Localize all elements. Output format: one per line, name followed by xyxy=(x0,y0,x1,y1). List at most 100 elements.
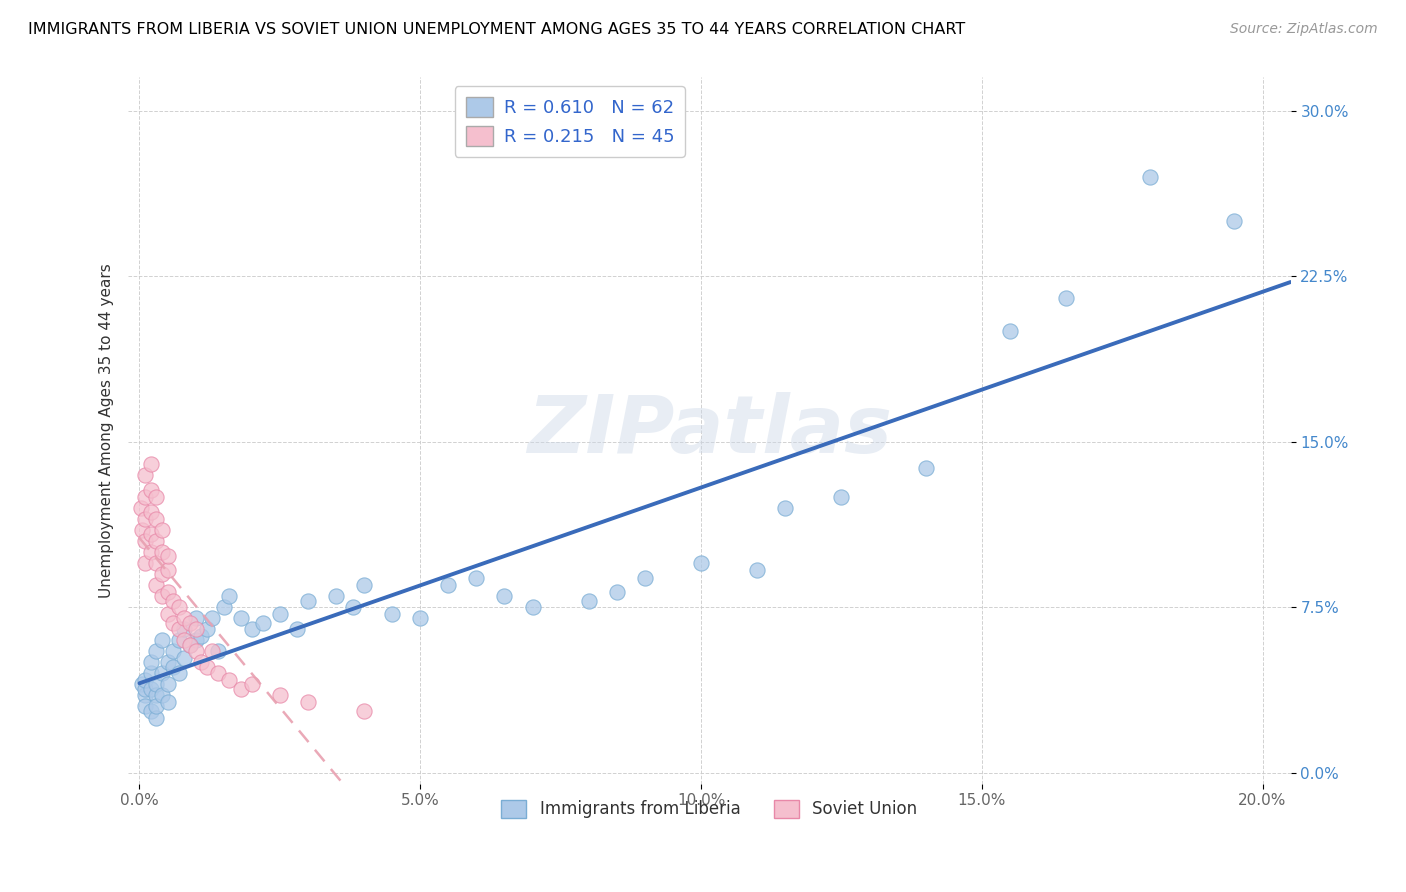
Point xyxy=(201,611,224,625)
Point xyxy=(285,622,308,636)
Point xyxy=(184,644,207,658)
Point xyxy=(134,533,156,548)
Point xyxy=(150,666,173,681)
Point xyxy=(145,710,167,724)
Point xyxy=(156,607,179,621)
Point xyxy=(134,467,156,482)
Point xyxy=(252,615,274,630)
Point xyxy=(269,607,291,621)
Point xyxy=(269,689,291,703)
Point xyxy=(173,633,195,648)
Point xyxy=(150,545,173,559)
Text: IMMIGRANTS FROM LIBERIA VS SOVIET UNION UNEMPLOYMENT AMONG AGES 35 TO 44 YEARS C: IMMIGRANTS FROM LIBERIA VS SOVIET UNION … xyxy=(28,22,966,37)
Point xyxy=(229,681,252,696)
Point xyxy=(578,593,600,607)
Point xyxy=(1054,291,1077,305)
Point xyxy=(634,572,657,586)
Point xyxy=(156,549,179,564)
Point xyxy=(150,633,173,648)
Point xyxy=(240,622,263,636)
Point xyxy=(190,656,212,670)
Point xyxy=(353,704,375,718)
Point xyxy=(131,523,153,537)
Point xyxy=(162,615,184,630)
Point xyxy=(134,689,156,703)
Point xyxy=(139,527,162,541)
Point xyxy=(173,611,195,625)
Point xyxy=(437,578,460,592)
Point xyxy=(690,556,713,570)
Point xyxy=(134,699,156,714)
Y-axis label: Unemployment Among Ages 35 to 44 years: Unemployment Among Ages 35 to 44 years xyxy=(100,263,114,598)
Point xyxy=(145,689,167,703)
Point xyxy=(156,584,179,599)
Point xyxy=(342,600,364,615)
Point xyxy=(465,572,488,586)
Point xyxy=(156,677,179,691)
Point xyxy=(179,638,201,652)
Point xyxy=(167,666,190,681)
Text: Source: ZipAtlas.com: Source: ZipAtlas.com xyxy=(1230,22,1378,37)
Point xyxy=(240,677,263,691)
Point xyxy=(173,651,195,665)
Point xyxy=(167,633,190,648)
Point xyxy=(145,556,167,570)
Point xyxy=(134,673,156,687)
Point xyxy=(184,611,207,625)
Point xyxy=(129,500,152,515)
Point xyxy=(139,704,162,718)
Point xyxy=(173,622,195,636)
Point xyxy=(297,695,319,709)
Point xyxy=(522,600,544,615)
Point xyxy=(150,567,173,582)
Point xyxy=(201,644,224,658)
Point xyxy=(179,615,201,630)
Point xyxy=(162,659,184,673)
Point xyxy=(145,533,167,548)
Point xyxy=(145,699,167,714)
Point xyxy=(139,505,162,519)
Point xyxy=(218,589,240,603)
Legend: Immigrants from Liberia, Soviet Union: Immigrants from Liberia, Soviet Union xyxy=(495,793,924,825)
Point xyxy=(297,593,319,607)
Point xyxy=(167,622,190,636)
Point xyxy=(207,644,229,658)
Point xyxy=(145,677,167,691)
Point xyxy=(150,589,173,603)
Point xyxy=(207,666,229,681)
Point xyxy=(145,578,167,592)
Point xyxy=(162,593,184,607)
Point xyxy=(218,673,240,687)
Point xyxy=(156,656,179,670)
Point xyxy=(747,563,769,577)
Point xyxy=(150,689,173,703)
Point xyxy=(145,490,167,504)
Point xyxy=(381,607,404,621)
Point xyxy=(145,512,167,526)
Point xyxy=(409,611,432,625)
Point xyxy=(212,600,235,615)
Point xyxy=(134,490,156,504)
Point xyxy=(134,512,156,526)
Point xyxy=(190,629,212,643)
Point xyxy=(131,677,153,691)
Point xyxy=(606,584,628,599)
Point xyxy=(150,523,173,537)
Point xyxy=(139,483,162,498)
Point xyxy=(184,633,207,648)
Point xyxy=(134,556,156,570)
Point xyxy=(184,622,207,636)
Point xyxy=(830,490,852,504)
Point xyxy=(179,638,201,652)
Point xyxy=(145,644,167,658)
Point xyxy=(139,656,162,670)
Point xyxy=(139,681,162,696)
Text: ZIPatlas: ZIPatlas xyxy=(527,392,891,469)
Point xyxy=(494,589,516,603)
Point xyxy=(914,461,936,475)
Point xyxy=(167,600,190,615)
Point xyxy=(773,500,796,515)
Point xyxy=(325,589,347,603)
Point xyxy=(353,578,375,592)
Point xyxy=(229,611,252,625)
